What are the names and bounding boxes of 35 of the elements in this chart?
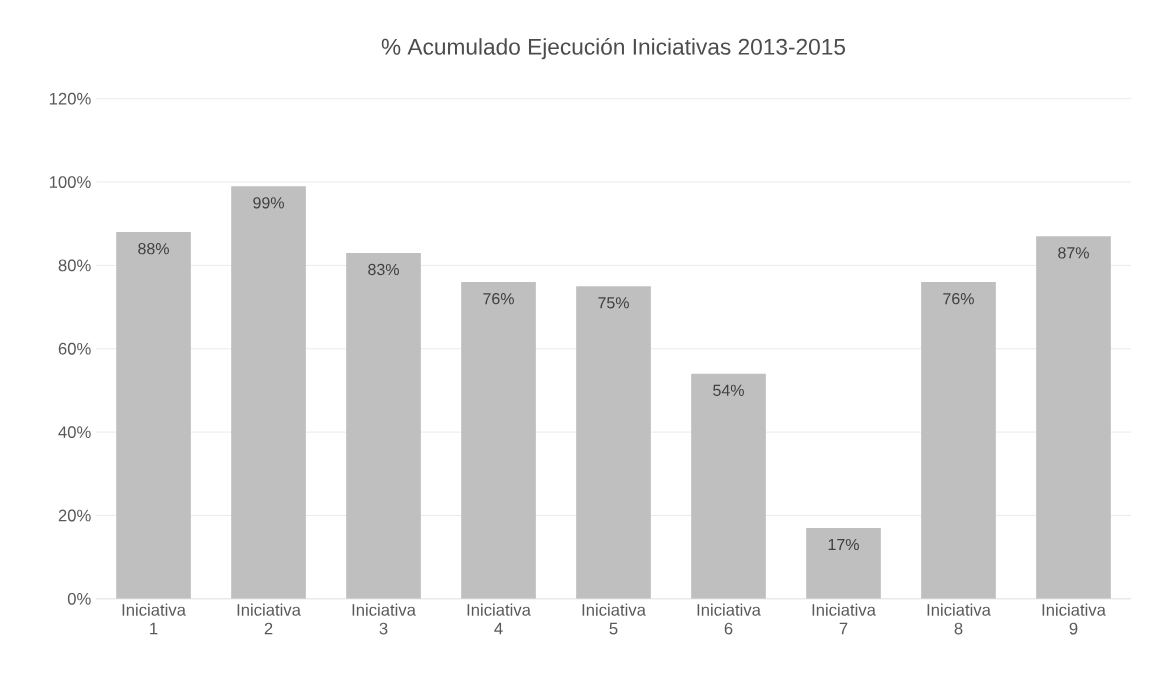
data-label: 76% (943, 293, 974, 305)
bar (461, 282, 536, 599)
x-tick-label: Iniciativa 2 (237, 603, 301, 635)
chart-title: % Acumulado Ejecución Iniciativas 2013-2015 (381, 37, 845, 60)
x-tick-label: Iniciativa 4 (467, 603, 531, 635)
data-label: 75% (598, 297, 629, 309)
x-tick-label: Iniciativa 1 (122, 603, 186, 635)
bar (116, 232, 191, 599)
x-tick-label: Iniciativa 5 (582, 603, 646, 635)
bar (691, 373, 766, 599)
data-label: 83% (368, 263, 399, 276)
bar (806, 528, 881, 599)
bar (576, 286, 651, 599)
y-tick-label: 60% (58, 342, 91, 355)
y-tick-label: 0% (67, 593, 91, 605)
data-label: 99% (253, 197, 284, 209)
bar (346, 252, 421, 599)
bar (921, 282, 996, 599)
data-label: 76% (483, 293, 514, 305)
data-label: 54% (713, 384, 744, 397)
x-tick-label: Iniciativa 6 (697, 603, 761, 635)
data-label: 17% (828, 538, 859, 551)
x-tick-label: Iniciativa 8 (927, 603, 991, 635)
y-tick-label: 120% (49, 92, 91, 105)
x-tick-label: Iniciativa 9 (1042, 603, 1106, 635)
y-tick-label: 40% (58, 426, 91, 439)
bar (231, 186, 306, 599)
data-label: 88% (138, 243, 169, 255)
data-label: 87% (1058, 247, 1089, 259)
x-tick-label: Iniciativa 3 (352, 603, 416, 635)
y-tick-label: 100% (49, 176, 91, 189)
x-tick-label: Iniciativa 7 (812, 603, 876, 635)
y-tick-label: 20% (58, 509, 91, 522)
y-tick-label: 80% (58, 259, 91, 272)
bar (1036, 236, 1111, 599)
